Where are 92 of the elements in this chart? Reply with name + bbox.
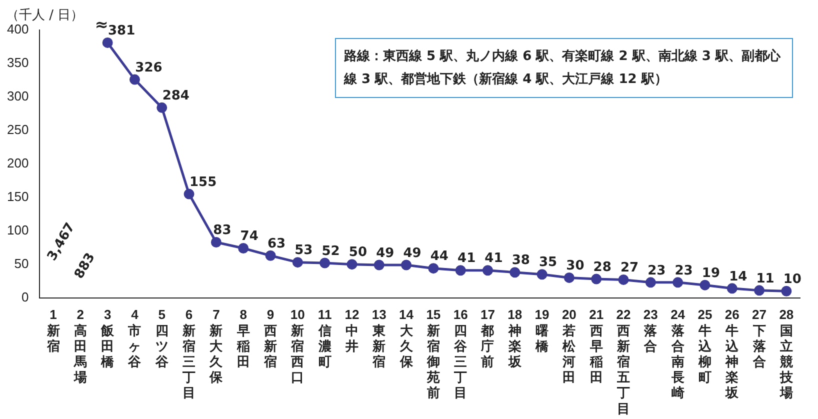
point (210, 236, 222, 248)
data-label: 49 (403, 246, 422, 261)
data-label: 381 (108, 24, 136, 39)
data-label: 30 (566, 258, 584, 274)
x-tick-label: 19 曙橋 (534, 307, 550, 354)
y-tick-label: 0 (21, 289, 29, 304)
x-tick-label: 25 牛込柳町 (697, 307, 712, 385)
x-tick-label: 27 下落合 (752, 307, 767, 369)
point (346, 259, 358, 270)
x-tick-label: 14 大久保 (398, 307, 414, 369)
x-tick-label: 4 市ヶ谷 (127, 307, 142, 369)
x-tick-label: 24 落合南長崎 (670, 307, 686, 400)
point (510, 267, 520, 278)
x-tick-label: 18 神楽坂 (507, 307, 522, 369)
x-tick-label: 1 新宿 (46, 307, 60, 354)
data-label: 41 (484, 251, 503, 266)
data-label: 155 (189, 174, 217, 190)
point (700, 280, 710, 290)
data-label: 44 (430, 249, 448, 264)
point (645, 277, 656, 288)
y-tick-label: 100 (6, 222, 29, 238)
data-label: 38 (512, 253, 530, 268)
point (672, 277, 684, 288)
point (265, 250, 276, 261)
point (564, 272, 574, 283)
point (401, 260, 412, 270)
x-tick-label: 11 信濃町 (317, 307, 332, 369)
x-tick-label: 23 落合 (643, 307, 658, 354)
data-label: 74 (240, 229, 258, 244)
y-tick-label: 400 (6, 22, 29, 37)
x-tick-label: 13 東新宿 (372, 307, 387, 369)
x-tick-label: 20 若松河田 (562, 307, 577, 385)
data-label: 11 (756, 271, 774, 286)
data-label: 28 (593, 260, 612, 275)
x-tick-label: 8 早稲田 (236, 307, 250, 369)
x-tick-label: 7 新大久保 (208, 307, 224, 385)
data-label: 35 (538, 255, 558, 270)
data-label: 326 (135, 60, 162, 76)
point (591, 274, 602, 284)
data-label: 53 (294, 243, 313, 258)
data-label: 63 (267, 236, 286, 252)
point (428, 263, 439, 274)
x-tick-label: 21 西早稲田 (588, 307, 604, 385)
data-label: 14 (729, 269, 748, 284)
data-label: 27 (620, 260, 639, 276)
x-tick-label: 26 牛込神楽坂 (724, 307, 740, 400)
point (320, 258, 330, 268)
point (184, 188, 194, 200)
x-tick-label: 15 新宿御苑前 (426, 307, 441, 400)
x-tick-label: 10 新宿西口 (290, 307, 305, 385)
x-tick-label: 17 都庁前 (480, 307, 495, 369)
y-tick-label: 250 (6, 122, 29, 138)
point (781, 286, 792, 296)
data-label: 52 (322, 244, 340, 259)
point (292, 257, 303, 268)
data-label: 41 (458, 251, 476, 266)
point (754, 285, 765, 296)
y-tick-label: 50 (14, 256, 29, 271)
y-tick-label: 350 (6, 55, 29, 70)
x-tick-label: 16 四谷三丁目 (453, 307, 468, 400)
x-tick-label: 5 四ツ谷 (154, 307, 170, 369)
point (455, 265, 466, 276)
annotation: 路線：東西線 5 駅、丸ノ内線 6 駅、有楽町線 2 駅、南北線 3 駅、副都心線 3 駅、都営地下鉄（新宿線 4 駅、大江戸線 12 駅） (335, 38, 793, 98)
y-tick-label: 300 (6, 88, 29, 104)
data-label: 10 (783, 272, 802, 287)
point (536, 269, 548, 280)
point (482, 265, 493, 276)
x-tick-label: 3 飯田橋 (100, 307, 116, 369)
point (238, 243, 249, 254)
x-tick-label: 6 新宿三丁目 (182, 307, 196, 400)
point (726, 283, 738, 294)
point (102, 37, 113, 48)
point (618, 274, 629, 285)
data-label: 284 (162, 88, 190, 104)
x-tick-label: 12 中井 (344, 307, 360, 354)
point (156, 102, 168, 113)
data-label: 83 (213, 223, 232, 238)
data-label: 19 (702, 266, 720, 281)
x-tick-label: 9 西新宿 (263, 307, 277, 369)
data-label: 23 (674, 263, 693, 278)
y-axis-title: （千人 / 日） (6, 7, 84, 24)
x-tick-label: 28 国立競技場 (778, 307, 794, 400)
x-tick-label: 2 高田馬場 (72, 307, 87, 385)
annotation: ≈ (94, 15, 108, 34)
point (374, 260, 384, 270)
data-label: 50 (348, 245, 368, 260)
y-tick-label: 200 (6, 155, 29, 170)
x-tick-label: 22 西新宿五丁目 (616, 307, 631, 416)
data-label: 49 (376, 246, 394, 261)
data-label: 23 (648, 263, 666, 278)
y-tick-label: 150 (6, 188, 29, 204)
point (129, 74, 140, 85)
